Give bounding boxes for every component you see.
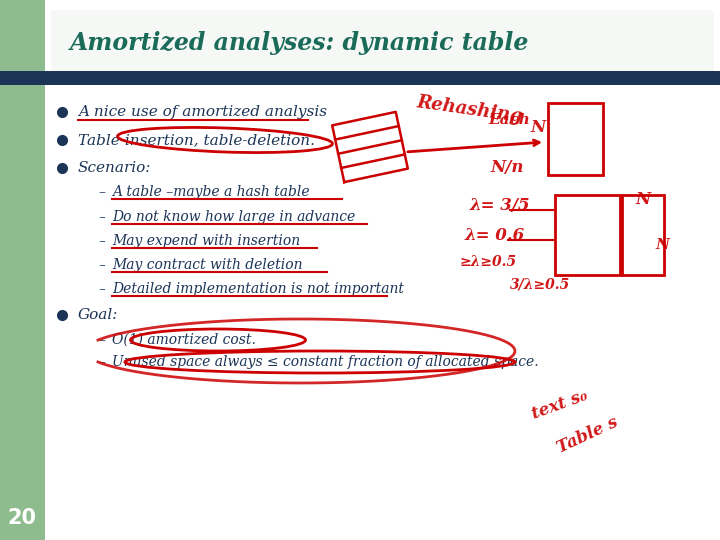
Text: –: – — [98, 355, 105, 369]
Text: Ο(1) amortized cost.: Ο(1) amortized cost. — [112, 333, 256, 347]
Text: –: – — [98, 185, 105, 199]
Text: May contract with deletion: May contract with deletion — [112, 258, 302, 272]
Text: text s₀: text s₀ — [530, 387, 590, 423]
Text: N: N — [635, 192, 650, 208]
Text: –: – — [98, 333, 105, 347]
Text: λ= 3/5: λ= 3/5 — [470, 197, 531, 213]
Text: 20: 20 — [7, 508, 37, 528]
Bar — [622, 195, 664, 275]
FancyBboxPatch shape — [0, 0, 45, 540]
Text: Detailed implementation is not important: Detailed implementation is not important — [112, 282, 404, 296]
Text: Do not know how large in advance: Do not know how large in advance — [112, 210, 355, 224]
FancyBboxPatch shape — [0, 71, 720, 85]
Text: Amortized analyses: dynamic table: Amortized analyses: dynamic table — [70, 31, 529, 55]
Text: N: N — [655, 238, 669, 252]
Text: N/n: N/n — [490, 159, 523, 176]
Text: Table-insertion, table-deletion.: Table-insertion, table-deletion. — [78, 133, 315, 147]
Bar — [548, 103, 603, 175]
Text: A nice use of amortized analysis: A nice use of amortized analysis — [78, 105, 327, 119]
Text: –: – — [98, 234, 105, 248]
Text: λ= 0.6: λ= 0.6 — [465, 226, 526, 244]
Text: –: – — [98, 258, 105, 272]
Text: Goal:: Goal: — [78, 308, 118, 322]
Text: ≥λ≥0.5: ≥λ≥0.5 — [460, 255, 517, 269]
Text: Table s: Table s — [555, 414, 621, 456]
Text: Unused space always ≤ constant fraction of allocated space.: Unused space always ≤ constant fraction … — [112, 355, 539, 369]
Text: Scenario:: Scenario: — [78, 161, 151, 175]
Text: –: – — [98, 282, 105, 296]
Text: Rehashing: Rehashing — [415, 93, 523, 126]
Bar — [555, 195, 620, 275]
Text: –: – — [98, 210, 105, 224]
Text: N: N — [530, 118, 545, 136]
FancyBboxPatch shape — [51, 10, 714, 76]
Text: May expend with insertion: May expend with insertion — [112, 234, 300, 248]
Text: Each: Each — [488, 113, 530, 127]
Text: A table –maybe a hash table: A table –maybe a hash table — [112, 185, 310, 199]
Text: 3/λ≥0.5: 3/λ≥0.5 — [510, 278, 570, 292]
